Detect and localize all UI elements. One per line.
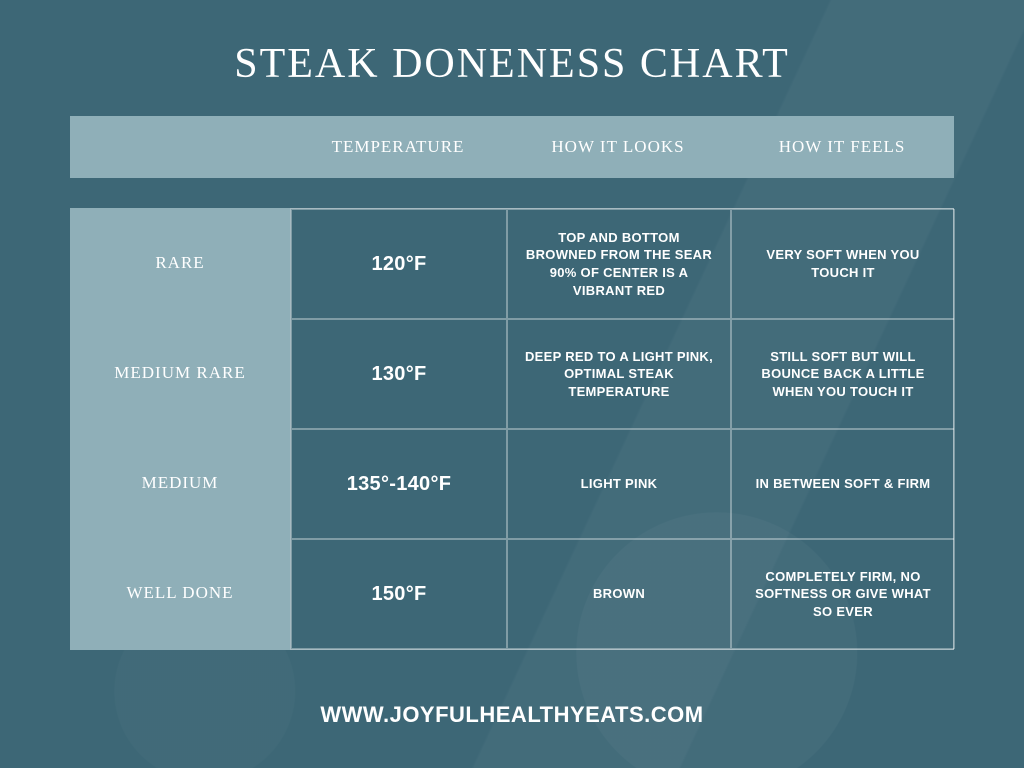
cell-medium-rare-feels: STILL SOFT BUT WILL BOUNCE BACK A LITTLE… <box>731 319 955 429</box>
row-label-rare: RARE <box>70 208 290 318</box>
row-labels-column: RARE MEDIUM RARE MEDIUM WELL DONE <box>70 208 290 650</box>
data-grid: 120°F TOP AND BOTTOM BROWNED FROM THE SE… <box>290 208 954 650</box>
cell-medium-rare-temperature: 130°F <box>291 319 507 429</box>
cell-rare-feels: VERY SOFT WHEN YOU TOUCH IT <box>731 209 955 319</box>
cell-medium-rare-looks: DEEP RED TO A LIGHT PINK, OPTIMAL STEAK … <box>507 319 731 429</box>
column-header-band: TEMPERATURE HOW IT LOOKS HOW IT FEELS <box>70 116 954 178</box>
cell-medium-feels: IN BETWEEN SOFT & FIRM <box>731 429 955 539</box>
cell-rare-temperature: 120°F <box>291 209 507 319</box>
cell-well-done-feels: COMPLETELY FIRM, NO SOFTNESS OR GIVE WHA… <box>731 539 955 649</box>
column-header-looks: HOW IT LOOKS <box>506 137 730 157</box>
chart-body: RARE MEDIUM RARE MEDIUM WELL DONE 120°F … <box>70 208 954 650</box>
row-label-medium: MEDIUM <box>70 428 290 538</box>
row-label-well-done: WELL DONE <box>70 538 290 648</box>
column-header-temperature: TEMPERATURE <box>290 137 506 157</box>
cell-rare-looks: TOP AND BOTTOM BROWNED FROM THE SEAR 90%… <box>507 209 731 319</box>
chart-container: STEAK DONENESS CHART TEMPERATURE HOW IT … <box>0 0 1024 768</box>
cell-well-done-looks: BROWN <box>507 539 731 649</box>
cell-medium-temperature: 135°-140°F <box>291 429 507 539</box>
chart-title: STEAK DONENESS CHART <box>70 40 954 88</box>
column-header-feels: HOW IT FEELS <box>730 137 954 157</box>
cell-medium-looks: LIGHT PINK <box>507 429 731 539</box>
footer-url: WWW.JOYFULHEALTHYEATS.COM <box>0 702 1024 728</box>
cell-well-done-temperature: 150°F <box>291 539 507 649</box>
row-label-medium-rare: MEDIUM RARE <box>70 318 290 428</box>
